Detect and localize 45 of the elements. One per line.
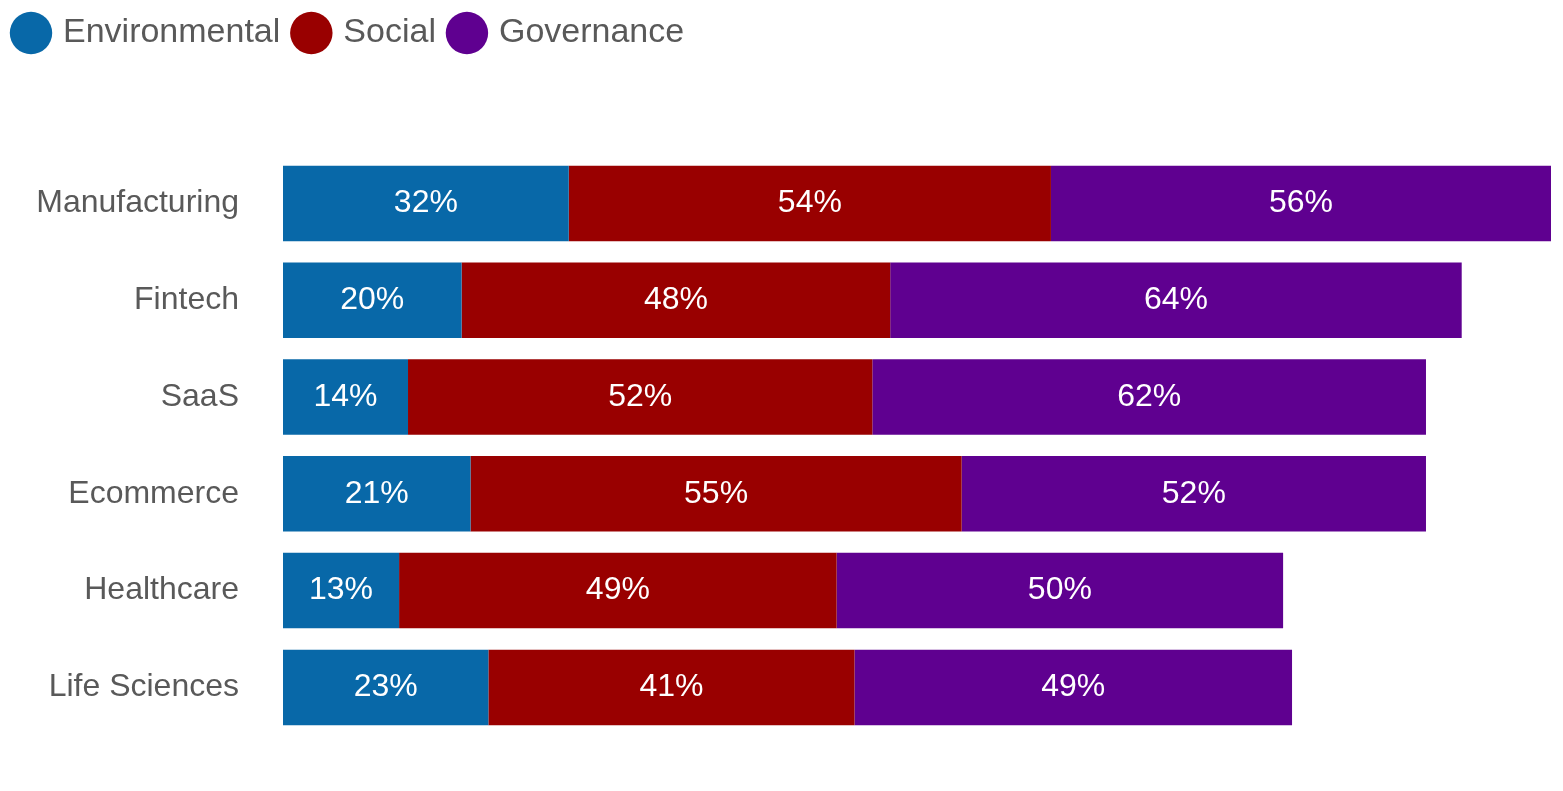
bar bbox=[836, 552, 1284, 629]
y-tick-label: Healthcare bbox=[84, 570, 239, 607]
bar bbox=[283, 456, 471, 532]
data-label: 52% bbox=[608, 376, 673, 413]
bar bbox=[854, 649, 1293, 726]
data-label: 52% bbox=[1161, 473, 1226, 510]
y-tick-label: Life Sciences bbox=[48, 667, 239, 704]
legend-label: Governance bbox=[498, 11, 685, 50]
data-label: 49% bbox=[1041, 667, 1106, 704]
bar bbox=[283, 359, 409, 435]
bar bbox=[283, 649, 489, 726]
data-label: 49% bbox=[585, 570, 650, 607]
bar bbox=[488, 649, 855, 726]
bar bbox=[568, 165, 1051, 242]
legend-label: Social bbox=[343, 11, 436, 50]
data-label: 23% bbox=[353, 667, 418, 704]
data-label: 50% bbox=[1027, 570, 1092, 607]
bar bbox=[470, 456, 962, 532]
y-tick-label: Fintech bbox=[134, 280, 239, 317]
bar bbox=[399, 552, 837, 629]
data-label: 55% bbox=[684, 473, 749, 510]
legend-label: Environmental bbox=[63, 11, 281, 50]
data-label: 32% bbox=[393, 183, 458, 220]
y-tick-label: SaaS bbox=[160, 376, 239, 413]
bar bbox=[283, 262, 462, 338]
y-tick-label: Manufacturing bbox=[36, 183, 239, 220]
bar bbox=[890, 262, 1462, 338]
data-label: 14% bbox=[313, 376, 378, 413]
bar bbox=[872, 359, 1426, 435]
data-label: 20% bbox=[340, 280, 405, 317]
data-label: 64% bbox=[1143, 280, 1208, 317]
bar bbox=[961, 456, 1426, 532]
data-label: 13% bbox=[309, 570, 374, 607]
data-label: 41% bbox=[639, 667, 704, 704]
data-label: 56% bbox=[1268, 183, 1333, 220]
bar bbox=[283, 552, 400, 629]
bar bbox=[461, 262, 891, 338]
bar bbox=[1050, 165, 1551, 242]
data-label: 62% bbox=[1117, 376, 1182, 413]
data-label: 48% bbox=[643, 280, 708, 317]
bar bbox=[408, 359, 873, 435]
data-label: 54% bbox=[777, 183, 842, 220]
bar bbox=[283, 165, 569, 242]
data-label: 21% bbox=[344, 473, 409, 510]
y-tick-label: Ecommerce bbox=[68, 473, 239, 510]
